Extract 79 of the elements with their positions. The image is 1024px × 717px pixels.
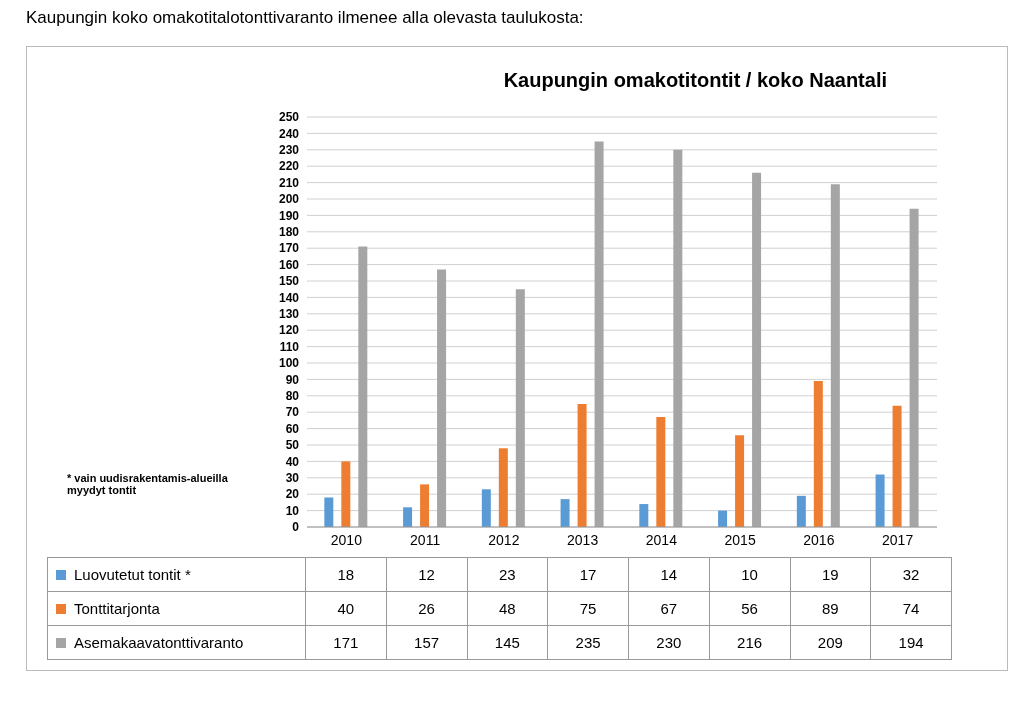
bar	[420, 484, 430, 527]
y-tick-label: 150	[278, 274, 300, 289]
y-tick-label: 240	[278, 126, 300, 141]
y-tick-label: 120	[278, 323, 300, 338]
data-label: 56	[709, 591, 790, 626]
x-tick-label: 2011	[410, 531, 441, 548]
data-label: 10	[709, 557, 790, 592]
data-label: 145	[467, 625, 548, 660]
y-tick-label: 50	[285, 438, 300, 453]
x-tick-label: 2015	[724, 531, 756, 548]
y-tick-label: 60	[285, 421, 300, 436]
bar	[577, 404, 587, 527]
y-tick-label: 140	[278, 290, 300, 305]
y-tick-label: 250	[278, 110, 300, 125]
bar	[481, 489, 491, 527]
x-tick-label: 2010	[330, 531, 363, 548]
y-tick-label: 20	[285, 487, 300, 502]
y-tick-label: 90	[285, 372, 300, 387]
y-tick-label: 160	[278, 257, 300, 272]
bar	[656, 417, 666, 527]
data-label: 171	[305, 625, 387, 660]
data-label: 17	[547, 557, 629, 592]
data-label: 48	[467, 591, 548, 626]
y-tick-label: 170	[278, 241, 300, 256]
y-tick-label: 10	[285, 503, 300, 518]
data-label: 74	[870, 591, 952, 626]
x-tick-label: 2016	[803, 531, 835, 548]
bar	[875, 474, 885, 527]
data-label: 18	[305, 557, 387, 592]
bar	[403, 507, 413, 527]
bar	[639, 504, 649, 527]
data-label: 19	[790, 557, 871, 592]
data-label: 23	[467, 557, 548, 592]
y-tick-label: 0	[292, 520, 300, 535]
bar	[735, 435, 745, 527]
data-label: 209	[790, 625, 871, 660]
x-tick-label: 2017	[882, 531, 914, 548]
data-label: 157	[386, 625, 467, 660]
data-label: 14	[628, 557, 710, 592]
data-label: 230	[628, 625, 710, 660]
y-tick-label: 210	[278, 175, 300, 190]
y-tick-label: 180	[278, 225, 300, 240]
bar	[341, 461, 351, 527]
x-tick-label: 2014	[645, 531, 678, 548]
text: * vain uudisrakentamis-alueilla myydyt tontit	[67, 472, 229, 496]
y-tick-label: 220	[278, 159, 300, 174]
data-label: 67	[628, 591, 710, 626]
bar	[813, 381, 823, 527]
y-tick-label: 230	[278, 143, 300, 158]
data-label: 75	[547, 591, 629, 626]
y-tick-label: 110	[279, 339, 300, 354]
y-tick-label: 100	[278, 356, 300, 371]
y-tick-label: 80	[285, 389, 300, 404]
y-tick-label: 200	[278, 192, 300, 207]
data-label: 12	[386, 557, 467, 592]
bar	[892, 405, 902, 527]
data-label: 235	[547, 625, 629, 660]
data-label: 194	[870, 625, 952, 660]
data-label: 216	[709, 625, 790, 660]
data-label: 32	[870, 557, 952, 592]
bar	[560, 499, 570, 527]
bar	[324, 497, 334, 527]
legend-label: Asemakaavatonttivaranto	[47, 625, 306, 660]
y-tick-label: 40	[285, 454, 300, 469]
legend-label: Tonttitarjonta	[47, 591, 306, 626]
data-label: 89	[790, 591, 871, 626]
legend-label: Luovutetut tontit *	[47, 557, 306, 592]
y-tick-label: 30	[285, 471, 300, 486]
x-tick-label: 2012	[488, 531, 520, 548]
chart-title: Kaupungin omakotitontit / koko Naantali	[502, 69, 887, 92]
text: Kaupungin koko omakotitalotonttivaranto ilmenee alla olevasta taulukosta:	[26, 8, 585, 28]
bar	[498, 448, 508, 527]
y-tick-label: 190	[278, 208, 300, 223]
bar	[718, 510, 728, 527]
bar	[796, 495, 806, 527]
y-tick-label: 70	[285, 405, 300, 420]
y-tick-label: 130	[278, 307, 300, 322]
data-label: 26	[386, 591, 467, 626]
x-tick-label: 2013	[567, 531, 599, 548]
